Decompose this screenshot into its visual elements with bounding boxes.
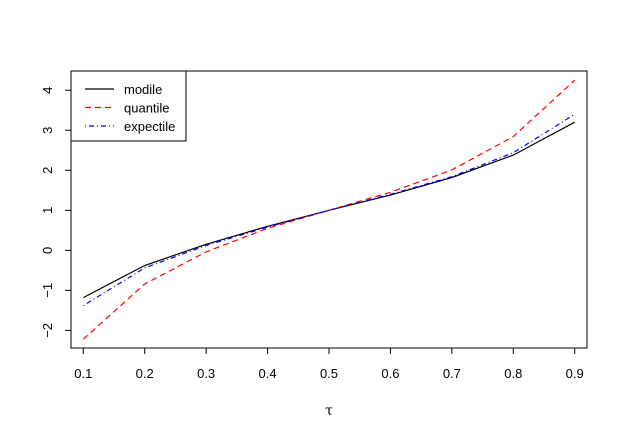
x-tick-label: 0.9 — [566, 366, 584, 381]
legend-label-quantile: quantile — [124, 101, 170, 116]
x-tick-label: 0.5 — [320, 366, 338, 381]
x-tick-label: 0.1 — [74, 366, 92, 381]
x-tick-label: 0.8 — [504, 366, 522, 381]
y-tick-label: −2 — [40, 323, 55, 338]
y-tick-label: 0 — [40, 247, 55, 254]
y-tick-label: 3 — [40, 127, 55, 134]
y-tick-label: −1 — [40, 283, 55, 298]
y-tick-label: 4 — [40, 87, 55, 94]
x-tick-label: 0.7 — [443, 366, 461, 381]
series-line-expectile — [82, 113, 576, 307]
legend-label-expectile: expectile — [124, 119, 175, 134]
x-tick-label: 0.4 — [259, 366, 277, 381]
x-axis-label: τ — [325, 403, 333, 419]
x-tick-label: 0.3 — [197, 366, 215, 381]
x-tick-label: 0.6 — [381, 366, 399, 381]
y-tick-label: 2 — [40, 167, 55, 174]
axes: 0.1 0.2 0.3 0.4 0.5 0.6 0.7 0.8 0.9 −2 −1 0 1 2 3 4 — [40, 87, 584, 381]
y-tick-label: 1 — [40, 207, 55, 214]
legend-label-modile: modile — [124, 82, 162, 97]
x-tick-label: 0.2 — [136, 366, 154, 381]
legend: modile quantile expectile — [70, 70, 187, 142]
legend-box — [70, 70, 187, 142]
series-line-quantile — [82, 79, 576, 340]
